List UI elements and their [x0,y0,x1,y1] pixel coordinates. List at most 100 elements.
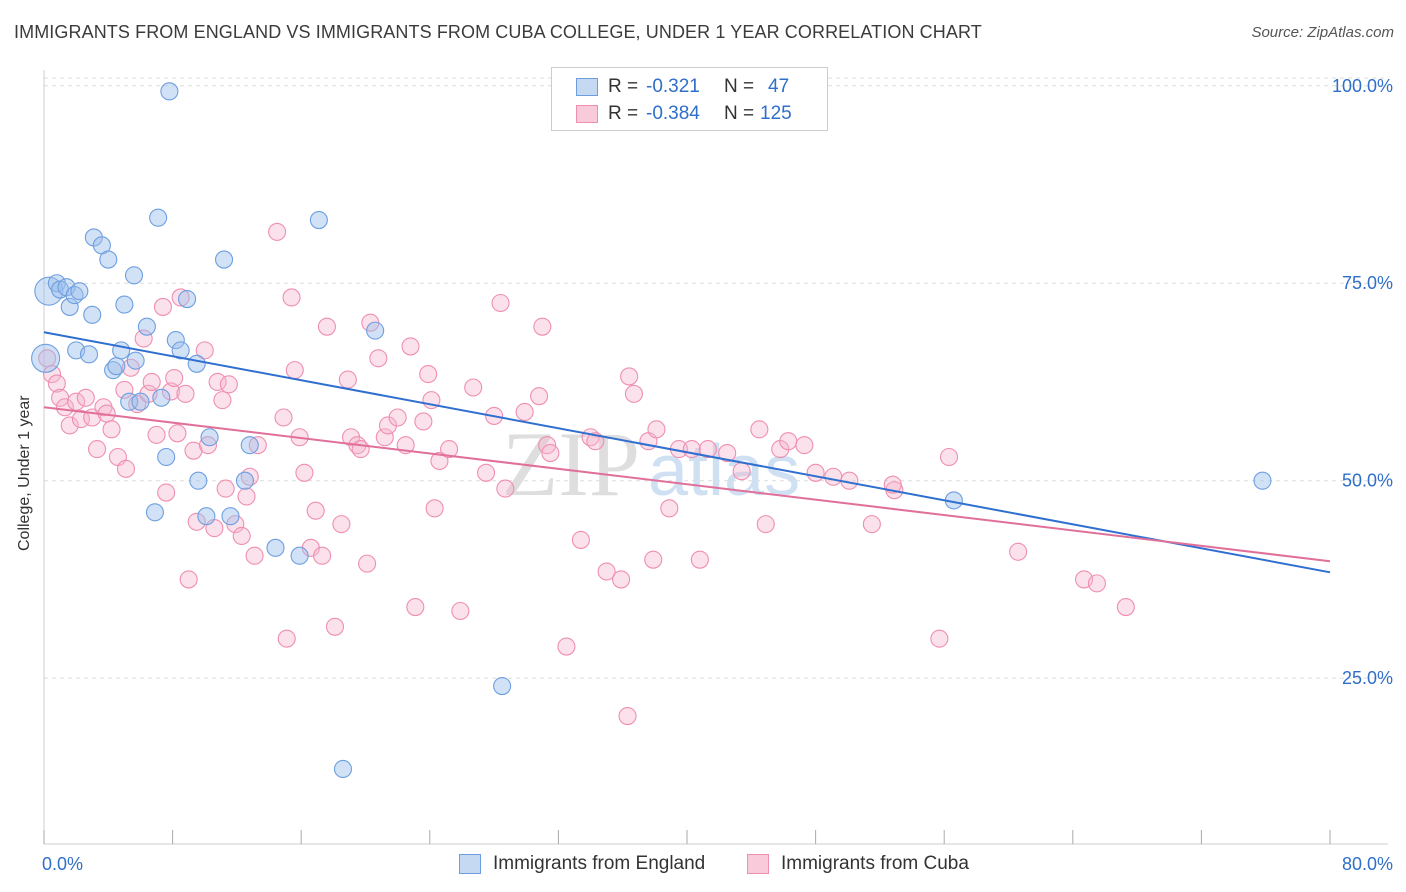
cuba-point [268,222,287,241]
cuba-point [282,288,301,307]
england-point [266,538,285,557]
trend-lines [43,331,1331,574]
cuba-point [71,410,91,429]
england-point [197,507,216,526]
england-point [178,289,197,309]
cuba-point [477,463,496,482]
legend-r-label: R = [608,76,639,97]
cuba-point [624,384,644,403]
cuba-point [161,382,181,401]
england-point [240,436,259,455]
legend-r-england: -0.321 [646,76,700,97]
legend-n-cuba: 125 [760,103,792,124]
legend-n-england: 47 [768,76,790,97]
cuba-point [274,408,293,427]
cuba-point [430,451,449,470]
england-point [149,208,168,227]
cuba-point [76,388,95,407]
cuba-point [440,440,459,459]
cuba-point [147,425,166,444]
cuba-point [824,467,843,486]
cuba-point [930,629,949,648]
england-point [152,388,171,407]
england-point [83,305,102,324]
watermark-atlas: atlas [648,431,800,511]
england-point [99,250,118,269]
england-point [160,82,179,101]
cuba-point [153,297,173,316]
cuba-point [698,440,717,459]
england-point [137,317,156,336]
england-point [171,341,190,360]
cuba-point [571,530,590,549]
cuba-point [541,444,560,463]
cuba-point [419,365,438,384]
cuba-point [515,402,534,422]
england-point [290,546,309,565]
cuba-point [325,617,345,636]
england-point [189,471,208,490]
cuba-point [530,387,549,406]
cuba-point [87,440,107,459]
legend-n-label: N = [724,103,755,124]
cuba-point [401,337,420,356]
y-tick-label: 100.0% [1332,76,1393,96]
cuba-point [533,317,552,336]
cuba-point [208,372,227,392]
cuba-point [168,424,187,443]
cuba-point [718,444,737,463]
legend-row-england: R = -0.321 N = 47 [576,74,789,100]
cuba-point [102,420,121,439]
cuba-point [464,378,483,397]
legend-n-label: N = [724,76,755,97]
england-point [124,266,144,285]
cuba-point [47,374,66,393]
legend-swatch-cuba [576,105,598,123]
england-point [157,447,176,467]
england-point [200,428,219,447]
cuba-point [176,384,195,403]
cuba-point [115,380,134,399]
cuba-point [195,341,214,360]
cuba-point [597,562,616,581]
england-point [214,250,234,269]
cuba-point [60,416,79,435]
chart-title: IMMIGRANTS FROM ENGLAND VS IMMIGRANTS FR… [14,22,982,42]
england-point [34,276,64,306]
england-point [70,282,89,301]
cuba-point [620,367,639,386]
cuba-point [55,398,74,417]
england-point [166,331,185,350]
cuba-point [406,598,425,617]
legend-swatch-england [576,78,598,96]
cuba-point [295,463,314,482]
cuba-point [451,601,470,621]
bottom-legend-cuba: Immigrants from Cuba [747,852,969,876]
cuba-point [306,501,325,520]
cuba-point [313,546,332,565]
cuba-trend-line [43,406,1331,563]
legend-r-cuba: -0.384 [646,103,700,124]
cuba-point [277,629,296,648]
bottom-legend-label-cuba: Immigrants from Cuba [781,853,969,874]
cuba-point [750,420,769,439]
england-point [112,341,131,360]
cuba-point [338,370,357,389]
cuba-point [369,349,388,368]
england-point [145,503,164,522]
cuba-point [647,420,666,439]
cuba-point [618,707,637,726]
england-point [493,676,512,696]
gridlines [44,77,1388,679]
cuba-point [732,462,751,481]
cuba-point [245,546,264,565]
cuba-point [171,288,190,307]
cuba-point [862,515,881,534]
cuba-point [165,368,184,388]
y-tick-label: 50.0% [1342,471,1393,491]
cuba-point [1009,542,1028,561]
cuba-point [179,570,198,589]
england-point [31,343,61,373]
cuba-point [491,293,510,313]
